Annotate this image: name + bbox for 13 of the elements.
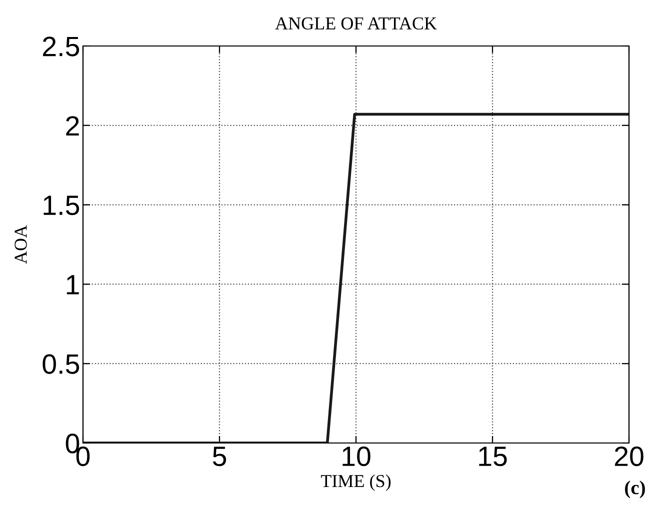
y-axis-title: AOA: [14, 225, 27, 264]
text: (c): [625, 480, 645, 498]
y-tick-label: 1.5: [44, 196, 80, 216]
x-tick-label: 15: [479, 446, 507, 466]
y-tick-label: 1: [66, 275, 79, 294]
x-tick-label: 10: [342, 446, 370, 466]
x-axis-title: TIME (S): [320, 474, 391, 491]
x-tick-label: 5: [212, 446, 226, 466]
x-tick-label: 20: [614, 446, 644, 466]
y-tick-label: 2: [66, 116, 79, 136]
y-tick-label: 2.5: [43, 36, 80, 56]
y-tick-label: 0.5: [42, 354, 80, 374]
chart-title: ANGLE OF ATTACK: [275, 17, 437, 30]
